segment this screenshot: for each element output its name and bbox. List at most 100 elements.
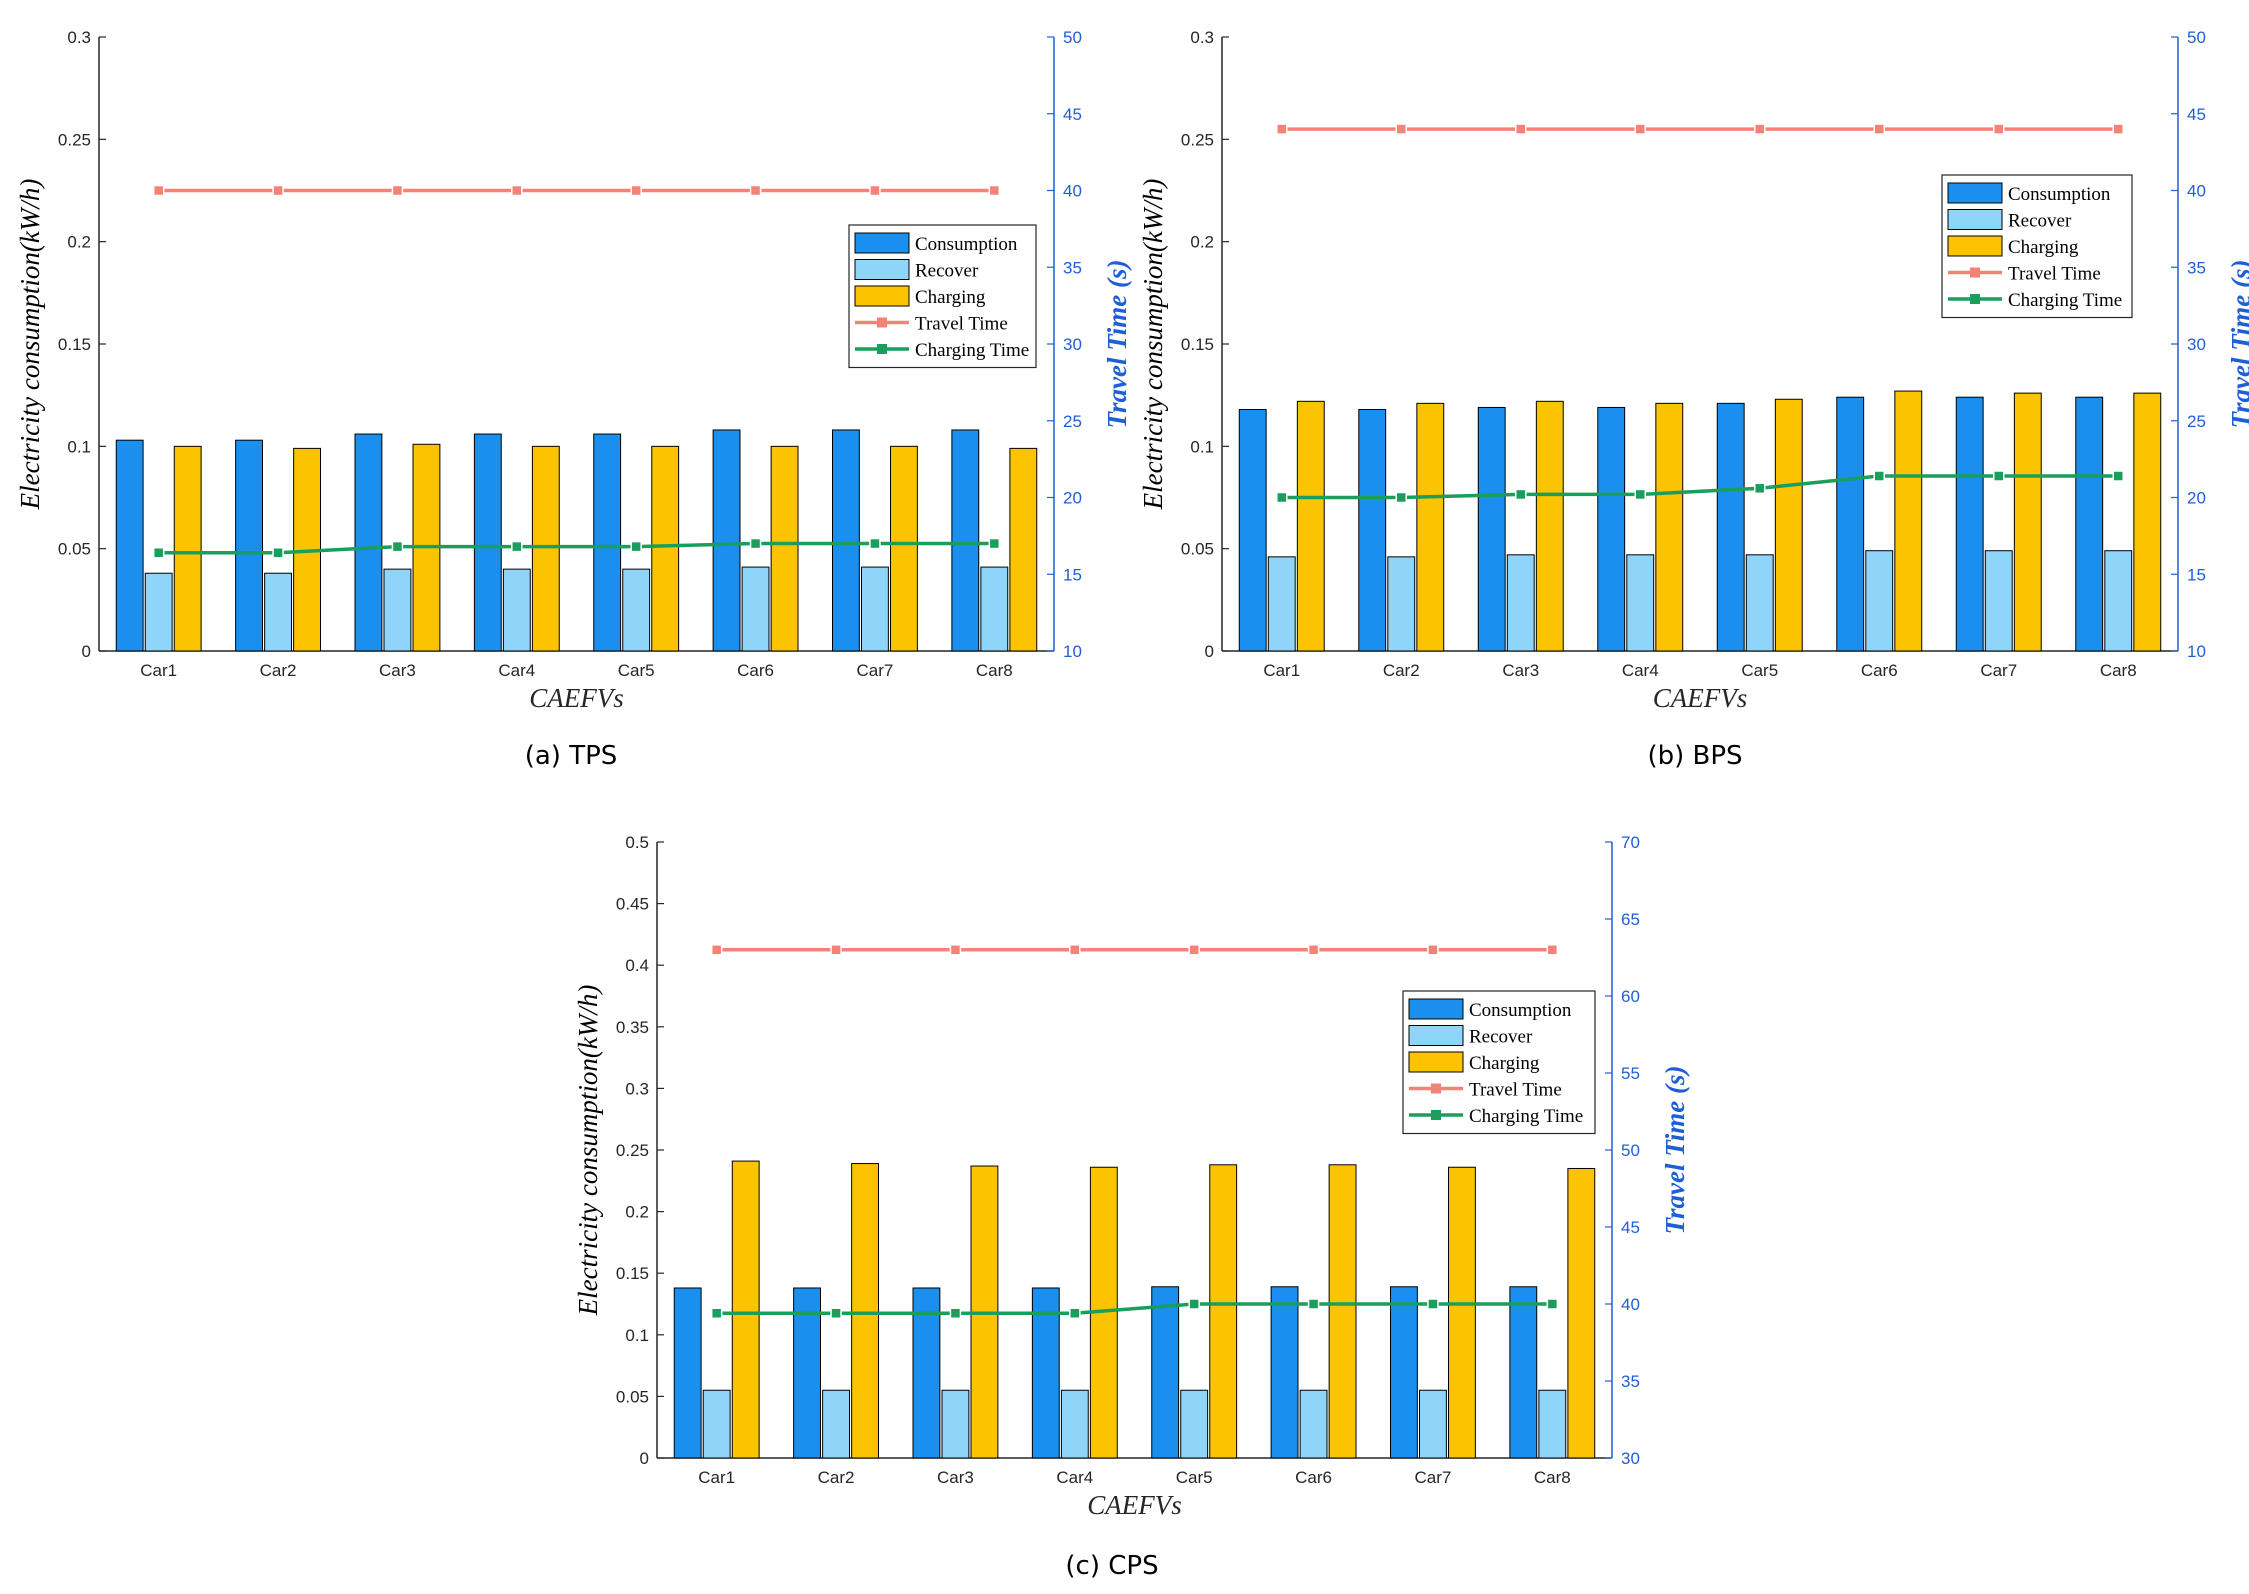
bar-consumption-car2 xyxy=(1358,408,1387,652)
bar-consumption-car6 xyxy=(1270,1286,1299,1459)
y2-tick-label: 30 xyxy=(2187,335,2206,354)
bar-recover-car4 xyxy=(1626,554,1655,652)
x-tick-label: Car3 xyxy=(937,1468,974,1487)
y-tick-label: 0.15 xyxy=(616,1264,649,1283)
x-tick-label: Car2 xyxy=(818,1468,855,1487)
y-axis-title: Electricity consumption(kW/h) xyxy=(15,179,45,511)
x-tick-label: Car6 xyxy=(1295,1468,1332,1487)
legend-label: Charging Time xyxy=(1469,1106,1583,1127)
y-tick-label: 0.45 xyxy=(616,895,649,914)
bar-recover-car5 xyxy=(622,568,651,652)
x-tick-label: Car5 xyxy=(1741,661,1778,680)
legend-label: Travel Time xyxy=(1469,1080,1562,1101)
y-axis-title: Electricity consumption(kW/h) xyxy=(573,985,603,1317)
y-tick-label: 0 xyxy=(1205,642,1214,661)
bar-charging-car3 xyxy=(1535,400,1564,652)
point-travel-time-car3 xyxy=(949,944,962,956)
x-tick-label: Car8 xyxy=(1534,1468,1571,1487)
bar-recover-car6 xyxy=(1865,550,1894,652)
x-tick-label: Car7 xyxy=(1415,1468,1452,1487)
bar-recover-car3 xyxy=(383,568,412,652)
x-tick-label: Car8 xyxy=(976,661,1013,680)
y2-tick-label: 50 xyxy=(2187,28,2206,47)
point-travel-time-car6 xyxy=(749,184,762,197)
point-travel-time-car1 xyxy=(710,944,723,956)
legend-marker xyxy=(1431,1110,1441,1120)
point-charging-time-car2 xyxy=(830,1307,842,1319)
bar-recover-car5 xyxy=(1180,1389,1209,1459)
bar-charging-car8 xyxy=(1567,1167,1596,1459)
bar-consumption-car2 xyxy=(235,439,263,652)
y2-tick-label: 25 xyxy=(2187,412,2206,431)
y2-tick-label: 15 xyxy=(2187,565,2206,584)
y-axis-title: Electricity consumption(kW/h) xyxy=(1138,179,1168,511)
point-charging-time-car3 xyxy=(949,1307,962,1319)
bar-charging-car2 xyxy=(1416,402,1445,652)
point-charging-time-car6 xyxy=(1307,1298,1320,1310)
x-tick-label: Car1 xyxy=(140,661,177,680)
legend-label: Recover xyxy=(915,261,979,282)
bar-consumption-car3 xyxy=(912,1287,941,1459)
point-travel-time-car8 xyxy=(2112,123,2124,135)
y2-tick-label: 40 xyxy=(2187,182,2206,201)
y2-tick-label: 20 xyxy=(1063,489,1082,508)
line-charging-time xyxy=(716,1302,1553,1315)
point-travel-time-car8 xyxy=(1546,944,1559,956)
bar-consumption-car7 xyxy=(831,429,860,652)
legend-marker xyxy=(877,317,887,328)
bar-consumption-car4 xyxy=(1031,1287,1060,1459)
legend-label: Charging xyxy=(1469,1053,1540,1074)
legend-swatch xyxy=(854,259,910,280)
bar-recover-car1 xyxy=(702,1389,731,1459)
point-charging-time-car2 xyxy=(272,547,284,559)
point-travel-time-car7 xyxy=(1993,123,2005,135)
y-tick-label: 0.1 xyxy=(67,437,91,456)
chart-panel-tps: 0 0.05 0.1 0.15 0.2 0.25 0.3 10 15 20 25 30 35 40 45 50… xyxy=(15,28,1132,713)
line-charging-time xyxy=(158,541,995,555)
x-tick-label: Car8 xyxy=(2100,661,2137,680)
bar-recover-car3 xyxy=(1506,554,1535,652)
x-tick-label: Car7 xyxy=(857,661,894,680)
bar-charging-car6 xyxy=(1328,1164,1357,1459)
bar-recover-car8 xyxy=(1538,1389,1567,1459)
bar-recover-car2 xyxy=(822,1389,850,1459)
legend-swatch xyxy=(1408,998,1464,1020)
point-travel-time-car4 xyxy=(511,184,523,197)
y-tick-label: 0.15 xyxy=(58,335,91,354)
y2-tick-label: 45 xyxy=(2187,105,2206,124)
chart-panel-bps: 0 0.05 0.1 0.15 0.2 0.25 0.3 10 15 20 25 30 35 40 45 50… xyxy=(1138,28,2249,713)
caption-b: (b) BPS xyxy=(1647,741,1742,771)
y2-tick-label: 15 xyxy=(1063,565,1082,584)
bar-consumption-car1 xyxy=(115,439,144,652)
point-travel-time-car6 xyxy=(1873,123,1885,135)
y2-tick-label: 30 xyxy=(1621,1449,1640,1468)
legend-marker xyxy=(877,344,887,354)
y2-axis-title: Travel Time (s) xyxy=(1660,1066,1690,1235)
legend-marker xyxy=(1431,1083,1441,1094)
y-tick-label: 0.05 xyxy=(58,540,91,559)
x-tick-label: Car2 xyxy=(260,661,297,680)
legend-label: Travel Time xyxy=(2008,264,2101,285)
bar-consumption-car7 xyxy=(1955,396,1984,652)
point-charging-time-car4 xyxy=(1634,488,1646,501)
y-tick-label: 0.1 xyxy=(1190,437,1214,456)
bar-consumption-car6 xyxy=(712,429,741,652)
bar-recover-car8 xyxy=(2104,550,2133,652)
x-tick-label: Car3 xyxy=(379,661,416,680)
y2-tick-label: 10 xyxy=(1063,642,1082,661)
bar-charging-car2 xyxy=(851,1163,880,1459)
x-tick-label: Car7 xyxy=(1980,661,2017,680)
bar-consumption-car8 xyxy=(951,429,980,652)
legend: Consumption Recover Charging Travel Time Cha… xyxy=(1402,990,1596,1135)
y-tick-label: 0.25 xyxy=(616,1141,649,1160)
y2-tick-label: 25 xyxy=(1063,412,1082,431)
legend-label: Charging Time xyxy=(915,340,1029,361)
bar-charging-car1 xyxy=(1296,400,1325,652)
x-tick-label: Car5 xyxy=(1176,1468,1213,1487)
bar-recover-car4 xyxy=(502,568,531,652)
point-travel-time-car1 xyxy=(152,184,165,197)
y-tick-label: 0.2 xyxy=(625,1203,649,1222)
x-tick-label: Car4 xyxy=(1056,1468,1093,1487)
caption-a: (a) TPS xyxy=(525,741,618,771)
bar-consumption-car4 xyxy=(473,433,502,652)
